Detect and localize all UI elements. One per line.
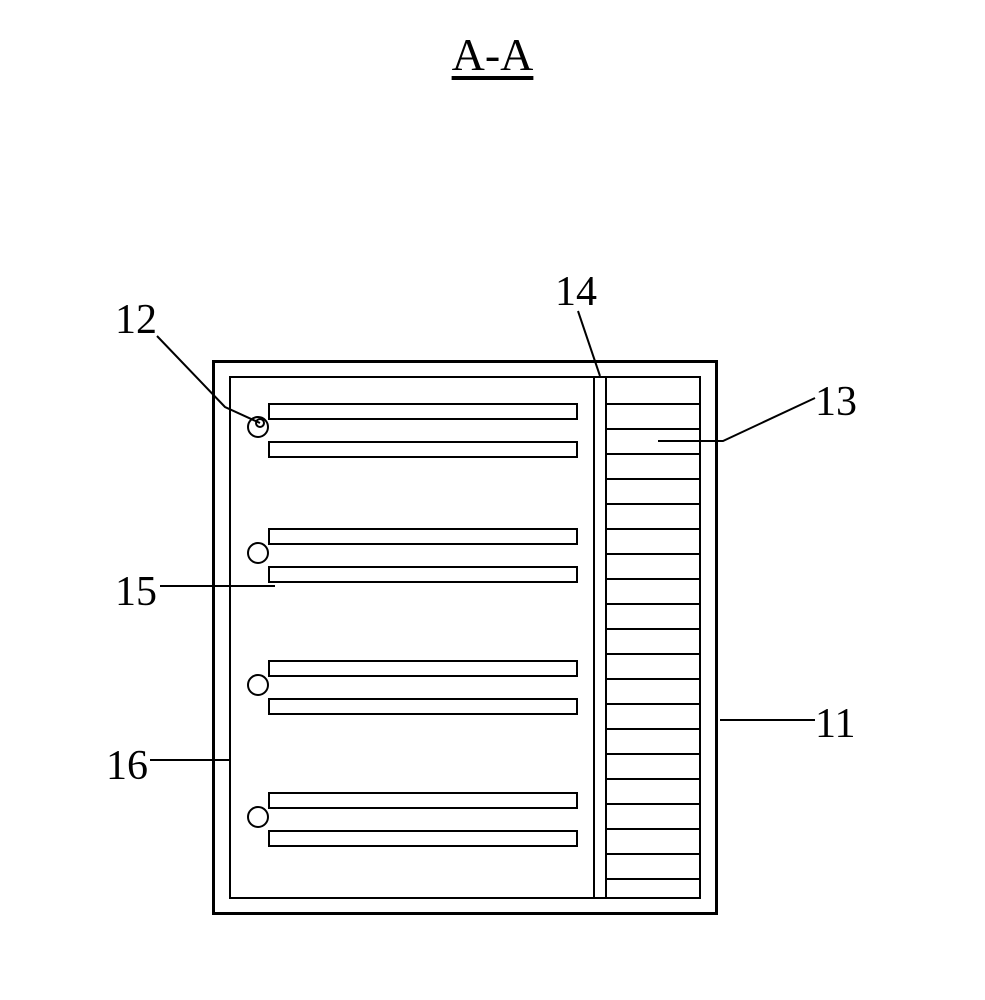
- callout-16: 16: [106, 742, 148, 790]
- callout-12: 12: [115, 296, 157, 344]
- callout-14: 14: [555, 268, 597, 316]
- callout-13: 13: [815, 378, 857, 426]
- leader-14: [578, 311, 600, 376]
- leader-13: [658, 398, 815, 441]
- callout-11: 11: [815, 700, 855, 748]
- callout-15: 15: [115, 568, 157, 616]
- leader-12: [157, 336, 260, 423]
- leader-lines: [0, 0, 985, 1000]
